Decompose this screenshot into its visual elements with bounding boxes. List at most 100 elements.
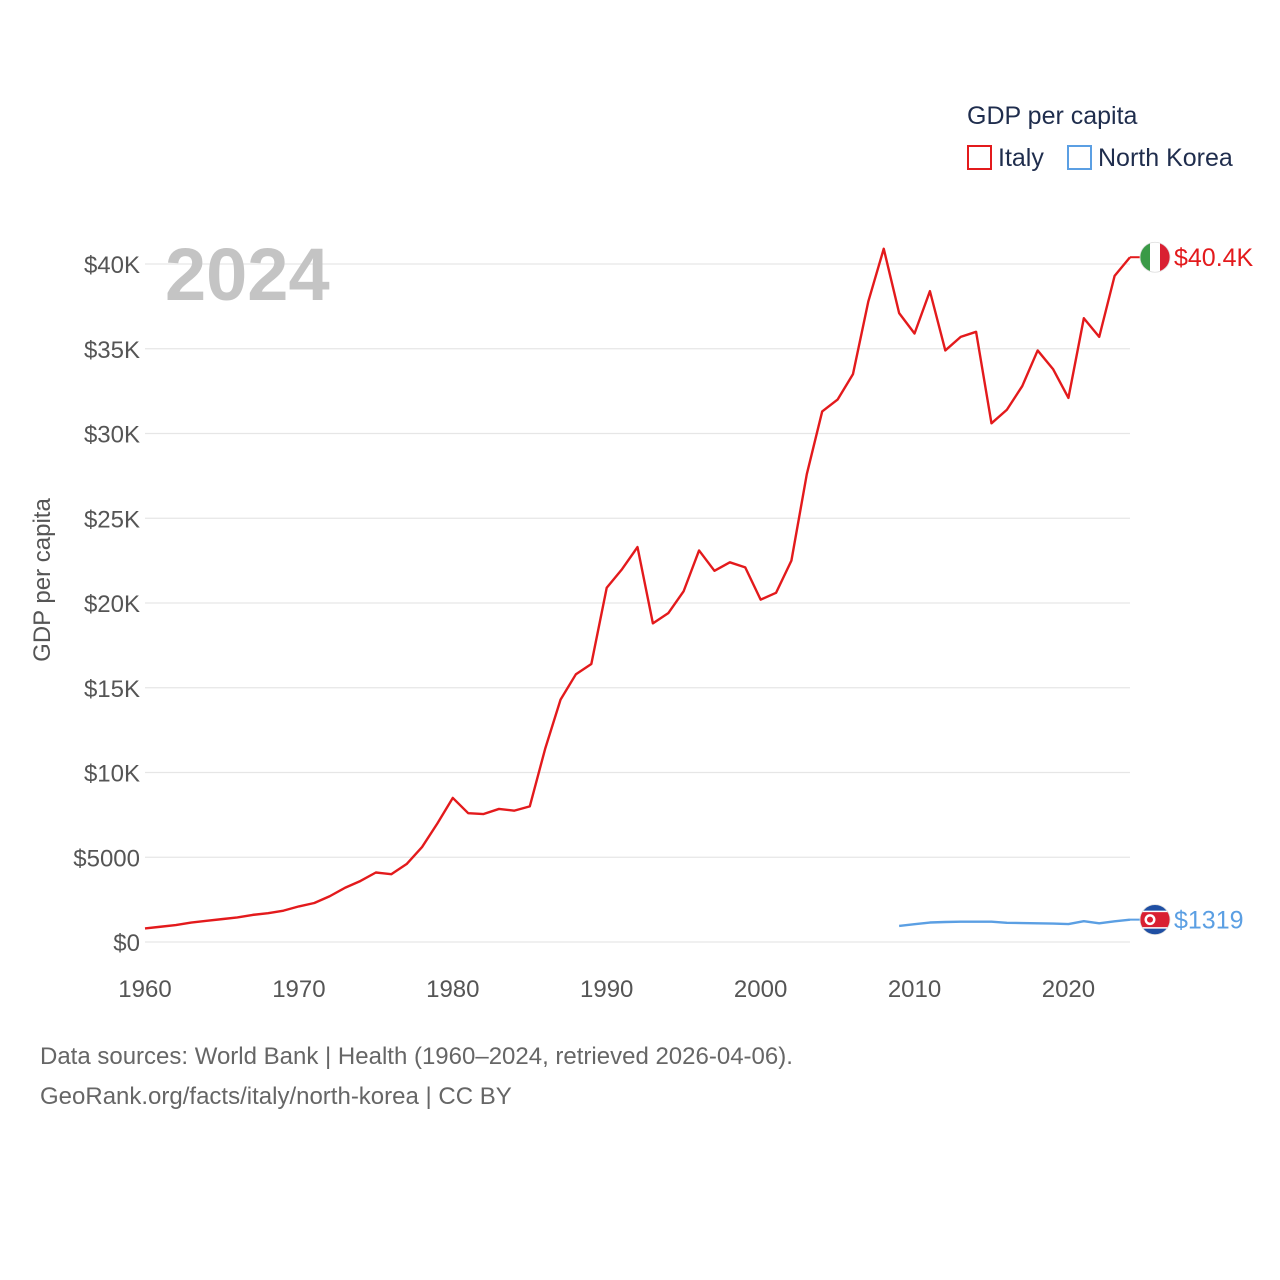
north-korea-point (1006, 922, 1008, 924)
italy-point (652, 622, 654, 624)
north-korea-point (913, 923, 915, 925)
north-korea-point (944, 921, 946, 923)
italy-point (1083, 317, 1085, 319)
italy-point (744, 566, 746, 568)
italy-point (913, 332, 915, 334)
italy-point (359, 880, 361, 882)
italy-flag-icon (1130, 241, 1171, 273)
italy-point (990, 422, 992, 424)
italy-point (606, 587, 608, 589)
italy-point (698, 549, 700, 551)
north-korea-point (1052, 922, 1054, 924)
italy-point (144, 927, 146, 929)
italy-point (852, 373, 854, 375)
italy-point (775, 592, 777, 594)
italy-point (975, 331, 977, 333)
italy-point (405, 863, 407, 865)
italy-point (390, 873, 392, 875)
italy-point (806, 473, 808, 475)
y-tick-label: $15K (84, 676, 140, 703)
x-tick-label: 1990 (580, 976, 633, 1003)
italy-point (221, 918, 223, 920)
legend-label-north-korea: North Korea (1098, 144, 1233, 172)
italy-point (1006, 409, 1008, 411)
italy-point (544, 748, 546, 750)
italy-point (867, 300, 869, 302)
legend-items: Italy North Korea (967, 144, 1233, 172)
italy-point (759, 598, 761, 600)
italy-point (452, 797, 454, 799)
italy-point (344, 887, 346, 889)
italy-point (375, 871, 377, 873)
italy-point (175, 924, 177, 926)
north-korea-line (899, 918, 1131, 928)
north-korea-point (1083, 920, 1085, 922)
end-labels: $40.4K $1319 (1130, 241, 1254, 936)
x-tick-label: 2000 (734, 976, 787, 1003)
italy-point (667, 612, 669, 614)
north-korea-point (929, 921, 931, 923)
north-korea-point (960, 920, 962, 922)
north-korea-point (1067, 923, 1069, 925)
italy-point (575, 673, 577, 675)
italy-point (559, 698, 561, 700)
italy-point (328, 895, 330, 897)
x-tick-label: 2010 (888, 976, 941, 1003)
italy-point (159, 926, 161, 928)
y-tick-label: $40K (84, 252, 140, 279)
x-tick-label: 1970 (272, 976, 325, 1003)
italy-point (529, 805, 531, 807)
italy-point (682, 590, 684, 592)
italy-point (883, 248, 885, 250)
italy-point (1113, 275, 1115, 277)
italy-point (944, 349, 946, 351)
north-korea-point (1036, 922, 1038, 924)
flag-outline (1139, 241, 1171, 273)
legend-swatch-italy (967, 145, 992, 170)
flag-outline (1139, 904, 1171, 936)
italy-point (1036, 349, 1038, 351)
north-korea-point (1021, 922, 1023, 924)
footer-sources: Data sources: World Bank | Health (1960–… (40, 1043, 793, 1070)
italy-line (144, 247, 1131, 930)
italy-point (898, 312, 900, 314)
italy-point (790, 559, 792, 561)
italy-point (1098, 336, 1100, 338)
italy-point (205, 920, 207, 922)
north-korea-end-label: $1319 (1174, 907, 1244, 935)
italy-point (821, 410, 823, 412)
italy-point (267, 912, 269, 914)
year-label: 2024 (165, 233, 330, 316)
italy-point (621, 568, 623, 570)
flag-graphic (1140, 242, 1170, 273)
italy-point (467, 812, 469, 814)
italy-end-label: $40.4K (1174, 244, 1254, 272)
italy-point (421, 846, 423, 848)
series-lines (144, 247, 1131, 930)
gridlines (145, 263, 1130, 943)
flag-graphic (1140, 904, 1170, 935)
italy-point (836, 398, 838, 400)
italy-point (636, 546, 638, 548)
y-tick-label: $35K (84, 337, 140, 364)
footer-attribution: GeoRank.org/facts/italy/north-korea | CC… (40, 1083, 512, 1110)
x-tick-label: 2020 (1042, 976, 1095, 1003)
italy-point (436, 822, 438, 824)
italy-point (513, 809, 515, 811)
italy-point (1021, 385, 1023, 387)
north-korea-point (1098, 922, 1100, 924)
north-korea-point (898, 925, 900, 927)
italy-point (1052, 368, 1054, 370)
y-tick-label: $0 (113, 930, 140, 957)
italy-point (713, 570, 715, 572)
italy-point (236, 916, 238, 918)
y-tick-label: $5000 (73, 845, 140, 872)
x-tick-label: 1960 (118, 976, 171, 1003)
north-korea-point (1113, 920, 1115, 922)
italy-point (1067, 397, 1069, 399)
legend: GDP per capita Italy North Korea (967, 102, 1233, 172)
flag-green-band (1140, 242, 1150, 273)
italy-point (313, 902, 315, 904)
italy-point (298, 905, 300, 907)
